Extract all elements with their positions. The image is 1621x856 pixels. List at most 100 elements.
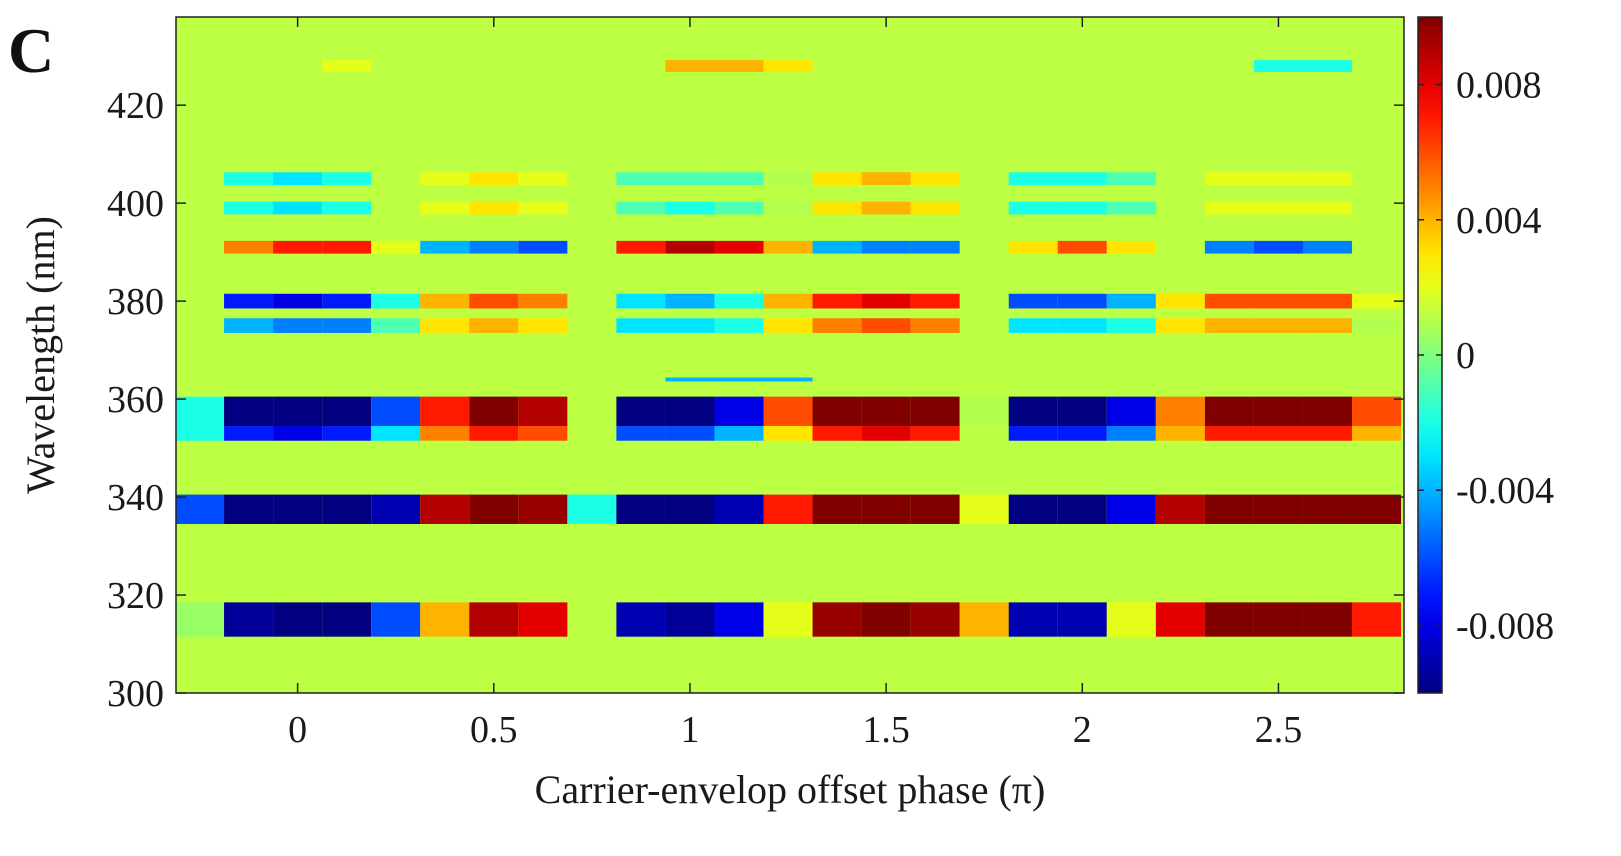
- heatmap-cell: [1057, 318, 1107, 333]
- heatmap-cell: [665, 426, 715, 441]
- heatmap-cell: [1008, 240, 1058, 254]
- heatmap-cell: [616, 240, 666, 254]
- heatmap-cell: [273, 494, 323, 524]
- heatmap-cell: [616, 318, 666, 333]
- heatmap-cell: [322, 293, 372, 309]
- heatmap-cell: [714, 240, 764, 254]
- heatmap-cell: [812, 293, 862, 309]
- heatmap-cell: [1302, 240, 1353, 254]
- heatmap-cell: [469, 318, 519, 333]
- heatmap-cell: [1008, 172, 1058, 186]
- heatmap-cell: [371, 318, 421, 333]
- heatmap-cell: [959, 494, 1009, 524]
- heatmap-cell: [1204, 426, 1254, 441]
- heatmap-cell: [1106, 396, 1156, 427]
- y-tick-label: 300: [107, 673, 164, 715]
- y-tick-label: 400: [107, 183, 164, 225]
- heatmap-cell: [910, 396, 960, 427]
- heatmap-cell: [1302, 172, 1353, 186]
- heatmap-cell: [812, 396, 862, 427]
- x-tick-label: 0: [288, 709, 307, 751]
- heatmap-cell: [861, 494, 911, 524]
- heatmap-cell: [910, 602, 960, 637]
- heatmap-cell: [861, 426, 911, 441]
- heatmap-cell: [1253, 293, 1303, 309]
- heatmap-cell: [763, 396, 813, 427]
- heatmap-cell: [1204, 318, 1254, 333]
- heatmap-cell: [1352, 318, 1402, 333]
- heatmap-cell: [616, 396, 666, 427]
- heatmap-cell: [322, 602, 372, 637]
- heatmap-cell: [763, 172, 813, 186]
- heatmap-cell: [910, 172, 960, 186]
- heatmap-cell: [763, 494, 813, 524]
- heatmap-cell: [1253, 60, 1303, 72]
- heatmap-cell: [371, 494, 421, 524]
- colorbar-tick-label: 0.008: [1456, 65, 1542, 107]
- heatmap-cell: [812, 240, 862, 254]
- heatmap-cell: [1253, 172, 1303, 186]
- heatmap-cell: [273, 293, 323, 309]
- heatmap-cell: [1057, 602, 1107, 637]
- heatmap-cell: [1008, 293, 1058, 309]
- heatmap-cell: [1008, 318, 1058, 333]
- heatmap-cell: [714, 172, 764, 186]
- heatmap-cell: [665, 293, 715, 309]
- heatmap-cell: [1057, 172, 1107, 186]
- heatmap-cell: [371, 240, 421, 254]
- heatmap-cell: [518, 293, 568, 309]
- heatmap-cell: [812, 494, 862, 524]
- heatmap-cell: [861, 396, 911, 427]
- heatmap-cell: [763, 293, 813, 309]
- heatmap-cell: [665, 318, 715, 333]
- heatmap-cell: [763, 377, 813, 382]
- heatmap-cell: [665, 201, 715, 215]
- heatmap-cell: [176, 396, 225, 427]
- heatmap-cell: [224, 426, 274, 441]
- heatmap-cell: [1302, 426, 1353, 441]
- x-tick-label: 1.5: [862, 709, 910, 751]
- heatmap-cell: [1302, 60, 1353, 72]
- heatmap-cell: [1352, 602, 1402, 637]
- heatmap-cell: [1352, 396, 1402, 427]
- heatmap-cell: [665, 377, 715, 382]
- heatmap-cell: [1155, 318, 1205, 333]
- heatmap-cell: [1302, 201, 1353, 215]
- heatmap-cell: [1302, 602, 1353, 637]
- heatmap-cell: [861, 240, 911, 254]
- heatmap-cell: [176, 602, 225, 637]
- heatmap-cell: [224, 602, 274, 637]
- heatmap-cell: [616, 201, 666, 215]
- heatmap-cell: [371, 293, 421, 309]
- heatmap-cell: [518, 172, 568, 186]
- heatmap-cell: [518, 602, 568, 637]
- heatmap-cell: [714, 293, 764, 309]
- heatmap-cell: [1302, 318, 1353, 333]
- heatmap-cell: [469, 426, 519, 441]
- y-tick-label: 380: [107, 281, 164, 323]
- heatmap-cell: [1155, 293, 1205, 309]
- heatmap-cell: [763, 318, 813, 333]
- heatmap-cell: [1106, 240, 1156, 254]
- heatmap-cell: [1057, 426, 1107, 441]
- heatmap-cell: [1352, 293, 1402, 309]
- heatmap-cell: [322, 60, 372, 72]
- heatmap-cell: [567, 494, 617, 524]
- heatmap-cell: [322, 201, 372, 215]
- heatmap-cell: [714, 60, 764, 72]
- heatmap-cell: [1106, 293, 1156, 309]
- heatmap-cell: [763, 240, 813, 254]
- heatmap-cell: [1204, 172, 1254, 186]
- heatmap-cell: [1253, 240, 1303, 254]
- heatmap-cell: [616, 494, 666, 524]
- heatmap-cell: [861, 602, 911, 637]
- heatmap-cell: [224, 494, 274, 524]
- heatmap-cell: [763, 60, 813, 72]
- heatmap-cell: [273, 240, 323, 254]
- heatmap-cell: [371, 602, 421, 637]
- y-tick-label: 420: [107, 85, 164, 127]
- heatmap-cell: [1352, 494, 1402, 524]
- x-tick-label: 2: [1073, 709, 1092, 751]
- heatmap-cell: [1155, 396, 1205, 427]
- x-tick-label: 0.5: [470, 709, 518, 751]
